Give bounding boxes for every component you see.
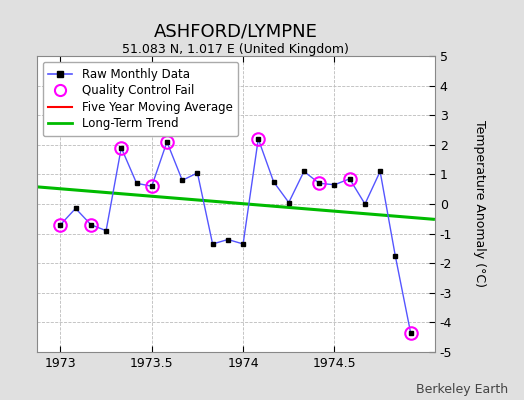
Text: ASHFORD/LYMPNE: ASHFORD/LYMPNE xyxy=(154,22,318,40)
Text: Berkeley Earth: Berkeley Earth xyxy=(416,383,508,396)
Title: 51.083 N, 1.017 E (United Kingdom): 51.083 N, 1.017 E (United Kingdom) xyxy=(123,43,349,56)
Y-axis label: Temperature Anomaly (°C): Temperature Anomaly (°C) xyxy=(473,120,486,288)
Legend: Raw Monthly Data, Quality Control Fail, Five Year Moving Average, Long-Term Tren: Raw Monthly Data, Quality Control Fail, … xyxy=(42,62,238,136)
